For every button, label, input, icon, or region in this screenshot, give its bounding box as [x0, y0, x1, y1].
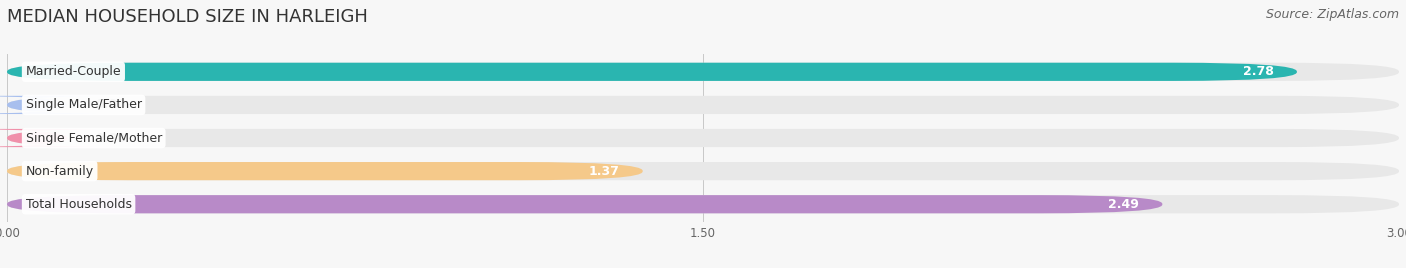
- Text: Single Female/Mother: Single Female/Mother: [25, 132, 162, 144]
- Text: 1.37: 1.37: [589, 165, 620, 178]
- FancyBboxPatch shape: [0, 96, 129, 114]
- Text: 0.00: 0.00: [96, 132, 127, 144]
- FancyBboxPatch shape: [7, 63, 1296, 81]
- FancyBboxPatch shape: [7, 162, 643, 180]
- FancyBboxPatch shape: [7, 195, 1163, 213]
- Text: Married-Couple: Married-Couple: [25, 65, 121, 78]
- FancyBboxPatch shape: [7, 162, 1399, 180]
- FancyBboxPatch shape: [7, 129, 1399, 147]
- Text: MEDIAN HOUSEHOLD SIZE IN HARLEIGH: MEDIAN HOUSEHOLD SIZE IN HARLEIGH: [7, 8, 368, 26]
- Text: Source: ZipAtlas.com: Source: ZipAtlas.com: [1265, 8, 1399, 21]
- FancyBboxPatch shape: [0, 129, 129, 147]
- FancyBboxPatch shape: [7, 96, 1399, 114]
- Text: 2.49: 2.49: [1108, 198, 1139, 211]
- FancyBboxPatch shape: [7, 195, 1399, 213]
- Text: 2.78: 2.78: [1243, 65, 1274, 78]
- Text: Single Male/Father: Single Male/Father: [25, 98, 142, 111]
- Text: 0.00: 0.00: [96, 98, 127, 111]
- Text: Total Households: Total Households: [25, 198, 132, 211]
- Text: Non-family: Non-family: [25, 165, 94, 178]
- FancyBboxPatch shape: [7, 63, 1399, 81]
